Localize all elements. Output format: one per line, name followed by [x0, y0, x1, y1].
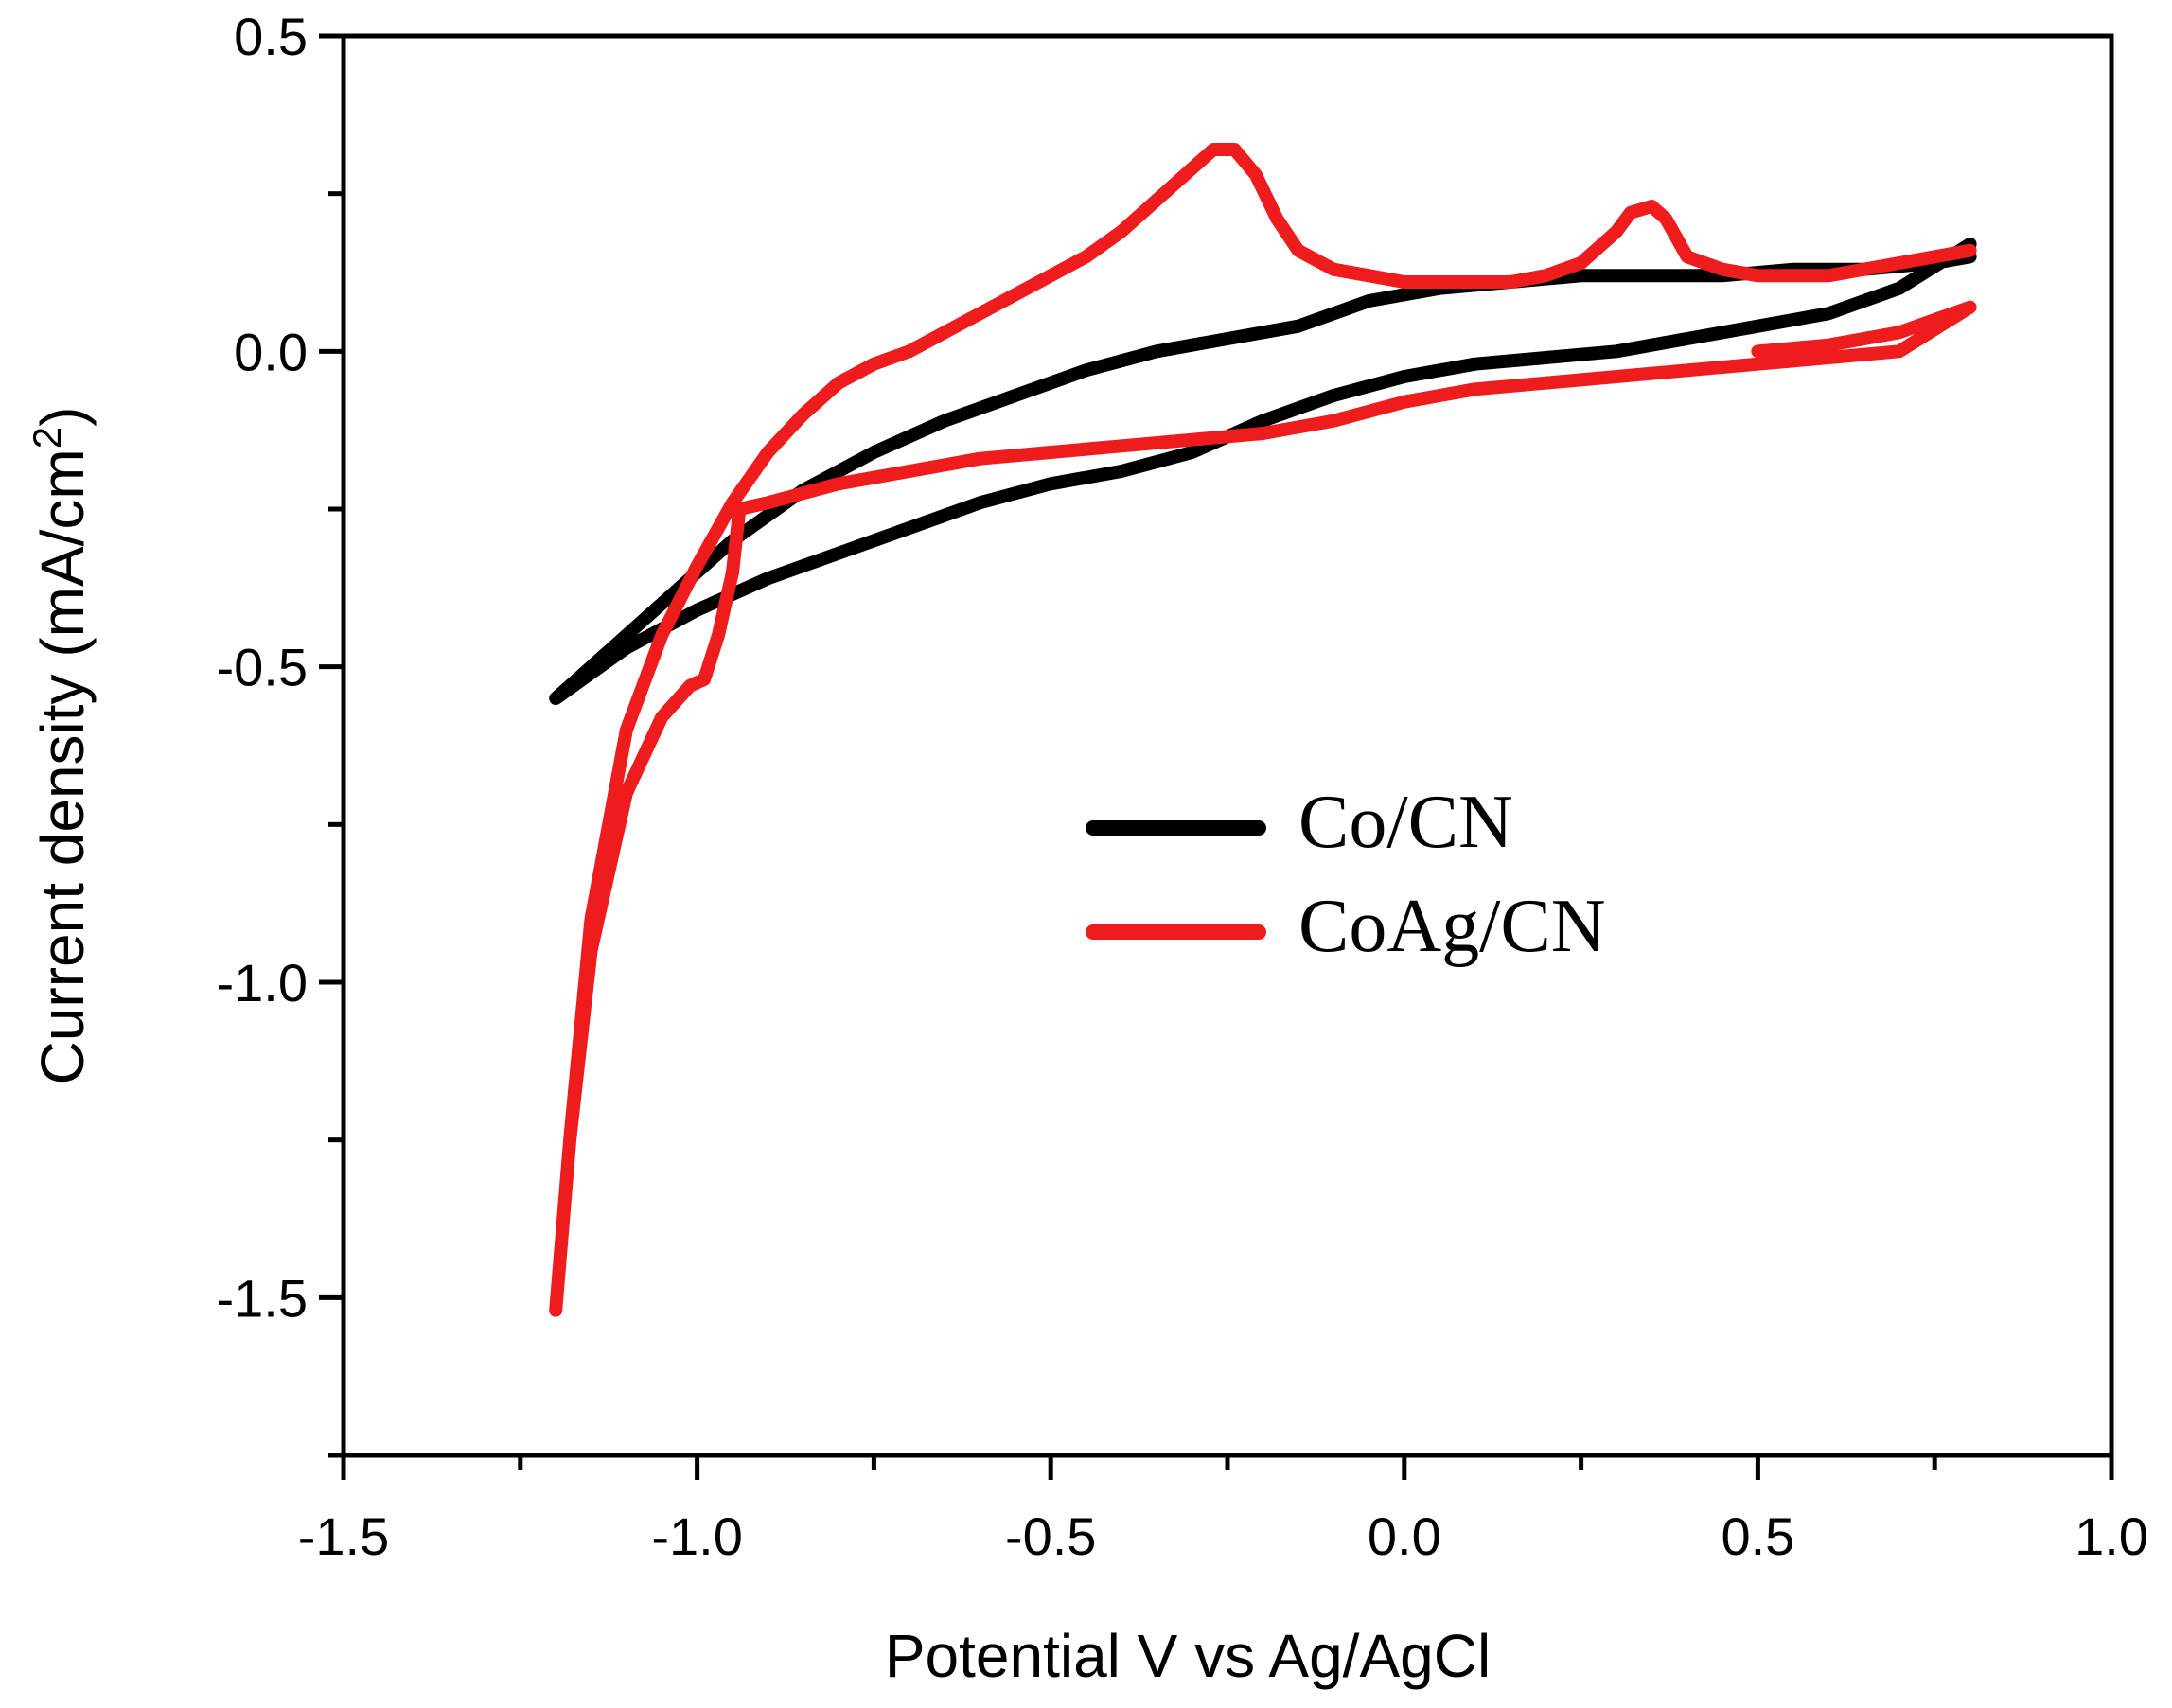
- y-axis-title: Current density (mA/cm2): [25, 407, 97, 1085]
- plot-lines: [549, 143, 1977, 1317]
- legend: Co/CN CoAg/CN: [1086, 781, 1606, 968]
- y-tick-label-2: -0.5: [217, 638, 309, 697]
- series-line-1: [549, 143, 1977, 1317]
- x-tick-label-1: -1.0: [651, 1506, 743, 1566]
- y-tick-label-4: -1.5: [217, 1268, 309, 1328]
- y-tick-label-1: 0.0: [234, 322, 308, 381]
- legend-label-coag-cn: CoAg/CN: [1298, 885, 1606, 968]
- x-tick-label-3: 0.0: [1368, 1506, 1441, 1566]
- x-tick-label-2: -0.5: [1005, 1506, 1097, 1566]
- y-tick-label-3: -1.0: [217, 953, 309, 1012]
- legend-label-co-cn: Co/CN: [1298, 781, 1513, 864]
- y-axis-title-superscript: 2: [25, 427, 69, 449]
- y-tick-label-0: 0.5: [234, 7, 308, 66]
- x-tick-label-0: -1.5: [298, 1506, 390, 1566]
- x-axis-title: Potential V vs Ag/AgCl: [885, 1622, 1491, 1690]
- y-axis-title-close: ): [28, 407, 97, 427]
- x-tick-label-5: 1.0: [2075, 1506, 2148, 1566]
- y-axis-title-main: Current density (mA/cm: [28, 449, 97, 1084]
- axis-ticks: -1.5 -1.0 -0.5 0.0 0.5 1.0 0.5 0.0 -0.5 -1.0 -1.5: [217, 7, 2148, 1566]
- x-tick-label-4: 0.5: [1721, 1506, 1794, 1566]
